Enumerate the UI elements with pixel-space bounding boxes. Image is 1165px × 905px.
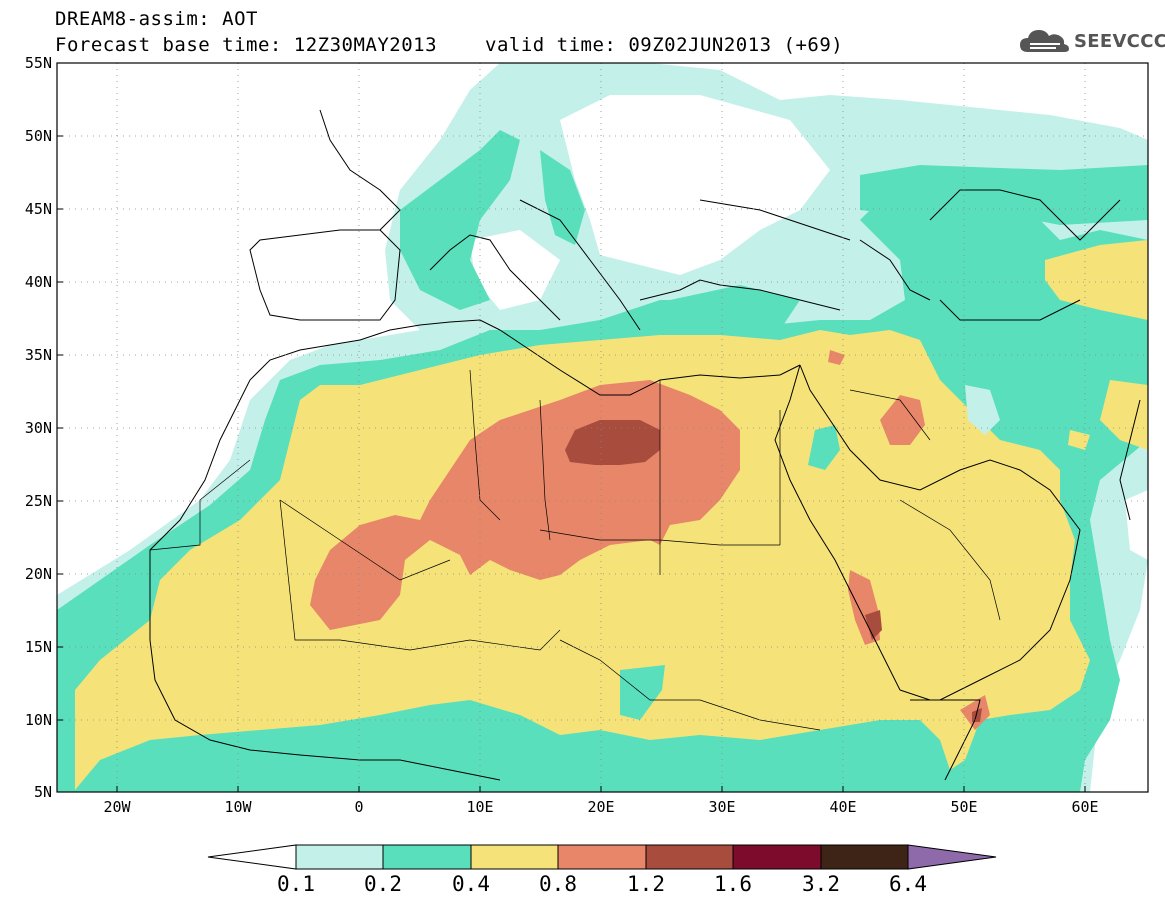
lat-label: 45N	[25, 200, 52, 218]
lon-label: 10E	[466, 798, 493, 816]
colorbar-labels: 0.1 0.2 0.4 0.8 1.2 1.6 3.2 6.4	[277, 872, 927, 896]
clean-air-europe	[470, 95, 1148, 560]
valid-time: valid time: 09Z02JUN2013 (+69)	[485, 34, 844, 56]
colorbar-segment	[732, 844, 822, 870]
lat-label: 30N	[25, 419, 52, 437]
lon-label: 30E	[708, 798, 735, 816]
cloud-icon	[1020, 30, 1069, 52]
time-info: Forecast base time: 12Z30MAY2013 valid ti…	[55, 34, 843, 56]
colorbar-segment	[907, 844, 997, 870]
lat-label: 55N	[25, 54, 52, 72]
colorbar-segment	[295, 844, 384, 870]
lon-label: 60E	[1071, 798, 1098, 816]
lon-label: 10W	[224, 798, 252, 816]
colorbar-label: 0.4	[452, 872, 490, 896]
lat-label: 10N	[25, 711, 52, 729]
colorbar-label: 6.4	[889, 872, 927, 896]
colorbar-label: 0.8	[539, 872, 577, 896]
colorbar-segment	[382, 844, 472, 870]
axis-ticks	[57, 62, 1086, 792]
colorbar-segment	[645, 844, 734, 870]
lat-label: 5N	[34, 783, 52, 801]
aot-level-0-2-patches	[808, 385, 1000, 470]
lon-label: 50E	[950, 798, 977, 816]
colorbar-segment	[207, 844, 297, 870]
aot-level-1-2	[565, 420, 982, 722]
colorbar-segment	[820, 844, 909, 870]
base-time: Forecast base time: 12Z30MAY2013	[55, 34, 438, 56]
lon-label: 20W	[103, 798, 131, 816]
lon-label: 20E	[587, 798, 614, 816]
lon-label: 0	[354, 798, 363, 816]
colorbar-label: 3.2	[802, 872, 840, 896]
latitude-labels: 55N 50N 45N 40N 35N 30N 25N 20N 15N 10N …	[25, 54, 52, 801]
lat-label: 20N	[25, 565, 52, 583]
colorbar-segment	[557, 844, 647, 870]
chart-title: DREAM8-assim: AOT	[55, 8, 258, 30]
lat-label: 35N	[25, 346, 52, 364]
aot-field	[57, 63, 1148, 792]
lat-label: 50N	[25, 127, 52, 145]
coastlines	[149, 109, 1141, 781]
colorbar-segment	[470, 844, 559, 870]
longitude-labels: 20W 10W 0 10E 20E 30E 40E 50E 60E	[103, 798, 1098, 816]
lat-label: 40N	[25, 273, 52, 291]
colorbar-label: 1.6	[714, 872, 752, 896]
logo-text: SEEVCCC	[1074, 30, 1165, 52]
lat-label: 15N	[25, 638, 52, 656]
colorbar-label: 0.2	[364, 872, 402, 896]
colorbar-label: 0.1	[277, 872, 315, 896]
logo: SEEVCCC	[1018, 24, 1165, 58]
lon-label: 40E	[829, 798, 856, 816]
colorbar	[207, 844, 997, 870]
lat-label: 25N	[25, 492, 52, 510]
colorbar-label: 1.2	[627, 872, 665, 896]
